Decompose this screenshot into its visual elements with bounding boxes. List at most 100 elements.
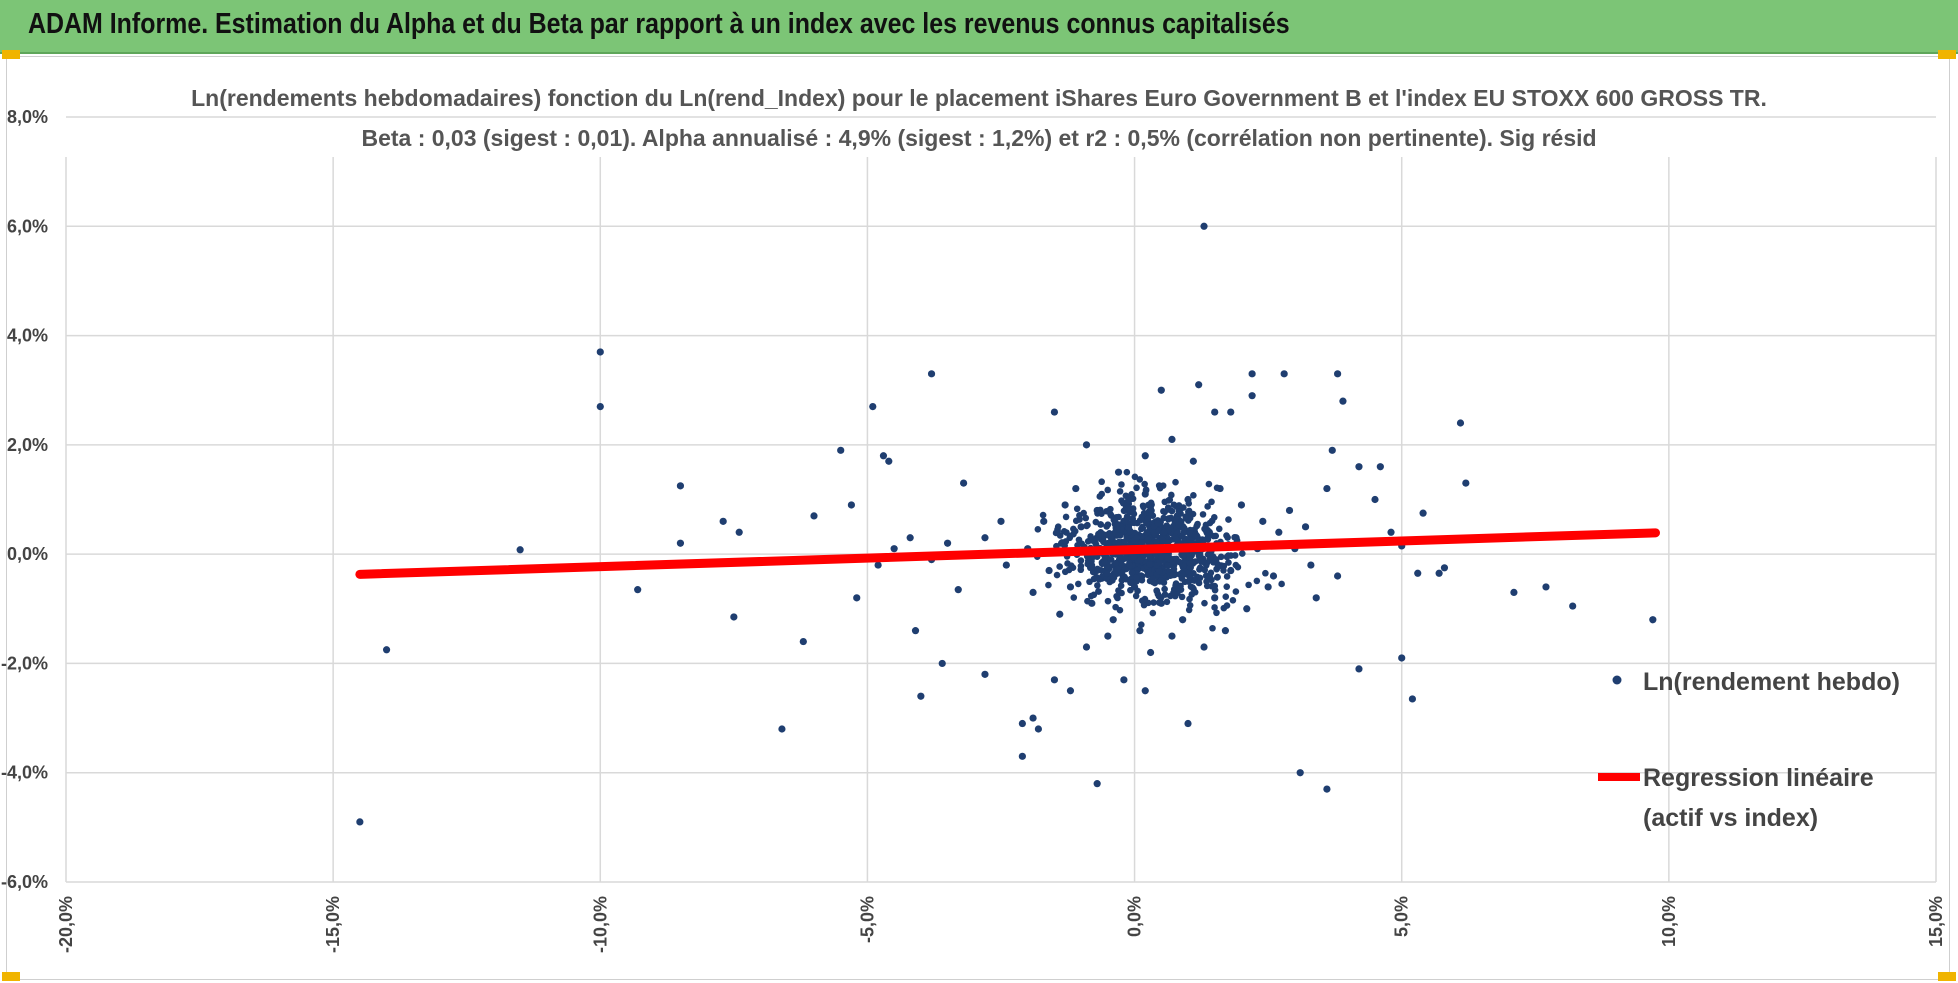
data-point — [1108, 533, 1115, 540]
data-point — [596, 403, 604, 411]
data-point — [1145, 501, 1152, 509]
data-point — [1186, 560, 1194, 567]
data-point — [1118, 481, 1125, 488]
data-point — [1178, 570, 1186, 577]
data-point — [1103, 531, 1110, 539]
data-point — [1093, 780, 1101, 788]
data-point — [1141, 595, 1149, 603]
data-point — [1109, 616, 1117, 624]
data-point — [1170, 501, 1178, 509]
legend: Ln(rendement hebdo) Regression linéaire … — [1598, 668, 1900, 832]
data-point — [719, 517, 727, 525]
data-point — [869, 403, 877, 411]
data-point — [1104, 597, 1112, 605]
data-point — [1054, 523, 1062, 530]
data-point — [1414, 569, 1422, 577]
x-tick-label: 5,0% — [1392, 896, 1412, 937]
data-point — [676, 482, 685, 490]
data-point — [1182, 513, 1190, 520]
y-tick-label: -2,0% — [1, 653, 48, 673]
legend-scatter-marker — [1612, 675, 1622, 685]
data-point — [1146, 553, 1153, 560]
legend-scatter-label: Ln(rendement hebdo) — [1643, 668, 1900, 696]
data-point — [1141, 480, 1148, 488]
data-point — [1066, 687, 1075, 695]
data-point — [1208, 582, 1216, 590]
data-point — [1179, 616, 1187, 624]
title-bar: ADAM Informe. Estimation du Alpha et du … — [0, 0, 1958, 54]
data-point — [1136, 556, 1144, 564]
data-point — [1206, 574, 1214, 581]
data-point — [1045, 581, 1052, 589]
data-point — [1146, 561, 1153, 568]
data-point — [1034, 526, 1042, 533]
data-point — [1164, 562, 1171, 569]
data-point — [1456, 419, 1465, 427]
data-point — [1224, 534, 1231, 541]
data-point — [874, 561, 882, 569]
data-point — [1201, 599, 1208, 607]
data-point — [1094, 582, 1101, 589]
data-point — [810, 512, 818, 520]
data-point — [1116, 488, 1124, 495]
data-point — [1296, 769, 1304, 777]
data-point — [1190, 492, 1197, 499]
data-point — [1165, 497, 1172, 504]
data-point — [1186, 536, 1194, 544]
x-tick-label: 0,0% — [1125, 896, 1145, 937]
data-point — [1073, 505, 1081, 513]
data-point — [1066, 583, 1075, 591]
data-point — [927, 370, 936, 378]
data-point — [1074, 580, 1082, 588]
data-point — [1435, 569, 1443, 577]
data-point — [1138, 525, 1145, 533]
data-point — [1130, 519, 1138, 527]
data-point — [1211, 594, 1219, 602]
data-point — [890, 545, 898, 553]
data-point — [1105, 539, 1112, 547]
data-point — [1050, 676, 1059, 684]
data-point — [1149, 575, 1157, 582]
data-point — [1124, 514, 1132, 522]
data-point — [1131, 473, 1139, 481]
data-point — [1205, 480, 1213, 488]
data-point — [1229, 597, 1237, 604]
data-point — [1217, 553, 1225, 561]
data-point — [1113, 592, 1120, 600]
data-point — [1191, 577, 1198, 584]
data-point — [911, 627, 920, 635]
data-point — [1227, 567, 1234, 575]
legend-line-label-1: Regression linéaire — [1643, 764, 1874, 792]
data-point — [1064, 560, 1071, 567]
data-point — [1148, 507, 1155, 514]
data-point — [1112, 559, 1120, 567]
data-point — [1157, 577, 1165, 585]
data-point — [1018, 752, 1026, 760]
data-point — [382, 646, 391, 654]
data-points — [356, 222, 1657, 826]
data-point — [1052, 529, 1060, 537]
data-point — [1080, 509, 1087, 517]
data-point — [1175, 507, 1183, 515]
data-point — [1215, 525, 1223, 533]
data-point — [1440, 564, 1449, 572]
data-point — [1107, 556, 1115, 563]
data-point — [1104, 486, 1112, 494]
data-point — [1275, 528, 1283, 536]
data-point — [1143, 529, 1151, 536]
data-point — [1200, 643, 1208, 651]
data-point — [1083, 522, 1090, 530]
chart-frame — [6, 56, 1950, 980]
data-point — [1114, 525, 1121, 533]
data-point — [1002, 561, 1010, 569]
data-point — [1193, 532, 1201, 540]
data-point — [1224, 552, 1232, 559]
data-point — [938, 659, 946, 668]
data-point — [1231, 534, 1238, 541]
data-point — [1096, 493, 1104, 500]
data-point — [1056, 610, 1064, 618]
data-point — [1185, 500, 1193, 507]
data-point — [1248, 392, 1256, 400]
data-point — [1082, 441, 1091, 449]
